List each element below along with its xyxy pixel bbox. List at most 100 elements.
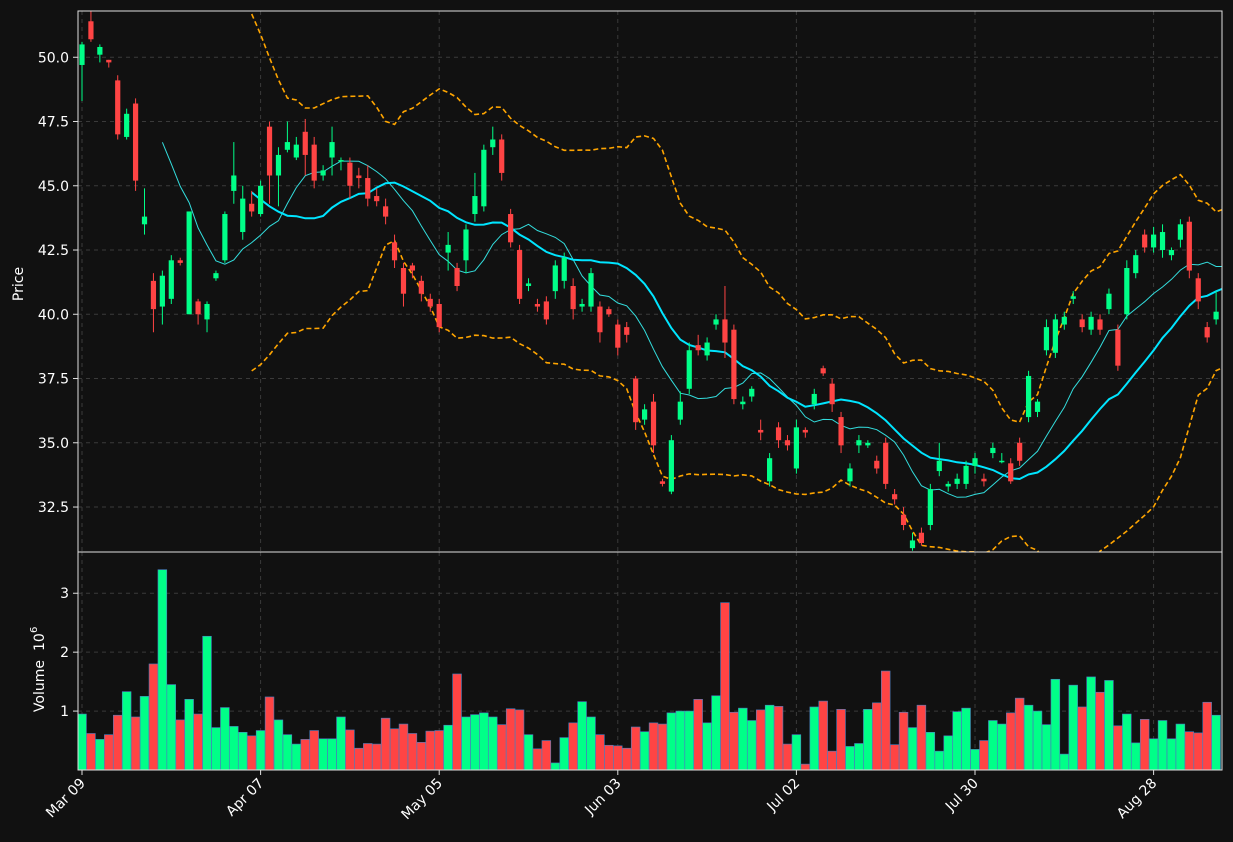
- candle-body: [847, 468, 853, 482]
- volume-bar: [630, 726, 641, 770]
- candle-body: [293, 144, 299, 158]
- volume-bar: [363, 743, 373, 770]
- volume-bar: [434, 730, 444, 770]
- bollinger-bands: [250, 13, 1222, 552]
- volume-bar: [354, 747, 364, 770]
- volume-bar: [532, 748, 543, 770]
- moving-average-slow: [251, 181, 1222, 481]
- volume-bar: [309, 730, 319, 770]
- moving-averages: [161, 142, 1222, 498]
- candle-body: [838, 417, 844, 446]
- candle-body: [811, 393, 817, 405]
- candle-body: [633, 378, 639, 423]
- price-panel: 32.5 35.0 37.5 40.0 42.5 45.0 47.5 50.0 Price: [11, 10, 1223, 553]
- candle-body: [115, 80, 121, 135]
- candle-body: [391, 242, 398, 261]
- candle-body: [820, 368, 826, 374]
- volume-bar: [943, 735, 953, 770]
- candle-body: [570, 285, 576, 310]
- volume-bar: [1113, 725, 1123, 770]
- candle-body: [892, 494, 898, 500]
- candle-body: [740, 401, 746, 405]
- volume-bar: [1122, 713, 1132, 770]
- candle-body: [659, 481, 666, 484]
- candle-body: [981, 478, 987, 482]
- price-y-tick-label: 37.5: [38, 372, 69, 388]
- candle-body: [641, 409, 648, 420]
- candle-body: [1133, 255, 1139, 274]
- volume-bar: [166, 684, 176, 770]
- candle-body: [150, 280, 157, 310]
- price-y-tick-label: 45.0: [38, 179, 69, 195]
- candle-body: [284, 142, 290, 150]
- volume-bar: [1077, 706, 1087, 770]
- volume-bar: [863, 709, 873, 770]
- price-y-tick-label: 35.0: [38, 436, 69, 452]
- volume-bar: [773, 706, 784, 770]
- volume-bar: [211, 727, 221, 770]
- candle-body: [1043, 327, 1050, 351]
- candle-body: [1186, 221, 1192, 271]
- volume-bar: [416, 742, 427, 770]
- volume-bar: [470, 714, 480, 770]
- candle-body: [552, 265, 558, 292]
- volume-bar: [121, 691, 132, 770]
- volume-bar: [577, 701, 587, 770]
- volume-bar: [782, 743, 793, 770]
- candle-body: [266, 126, 273, 176]
- candle-body: [329, 142, 335, 158]
- volume-bar: [970, 749, 980, 770]
- volume-bar: [988, 720, 998, 770]
- volume-bar: [1184, 731, 1195, 770]
- candle-body: [686, 350, 692, 389]
- candle-body: [561, 257, 567, 281]
- candle-body: [222, 214, 228, 261]
- volume-y-tick-label: 2: [60, 645, 69, 661]
- candle-body: [338, 160, 344, 162]
- candle-body: [749, 388, 755, 397]
- volume-bar: [139, 696, 150, 770]
- volume-bar: [425, 730, 435, 770]
- candle-body: [534, 303, 541, 307]
- volume-bar: [1014, 697, 1025, 770]
- volume-bar: [264, 696, 275, 770]
- candle-body: [177, 260, 183, 263]
- volume-bar: [184, 698, 194, 770]
- candle-body: [356, 175, 362, 179]
- volume-bar: [800, 763, 811, 770]
- volume-bar: [1059, 753, 1070, 770]
- candle-body: [159, 275, 165, 307]
- volume-bar: [345, 729, 355, 770]
- candle-body: [909, 540, 916, 549]
- volume-bar: [479, 712, 489, 770]
- volume-panel: 1 2 3 Volume 10 6: [29, 551, 1223, 771]
- candle-body: [88, 21, 94, 40]
- volume-bar: [113, 714, 123, 770]
- volume-bar: [872, 702, 882, 770]
- volume-bar: [657, 723, 668, 770]
- volume-bar: [104, 734, 114, 770]
- candle-body: [258, 185, 264, 215]
- volume-bar: [1157, 720, 1168, 770]
- moving-average-fast: [161, 142, 1222, 498]
- volume-bar: [979, 740, 989, 770]
- candle-body: [141, 216, 148, 225]
- volume-bar: [702, 722, 712, 770]
- candle-body: [918, 532, 925, 544]
- volume-bar: [666, 712, 677, 770]
- volume-bar: [845, 746, 855, 770]
- volume-bar: [613, 745, 623, 770]
- volume-bar: [86, 733, 96, 770]
- candle-body: [1106, 293, 1112, 310]
- candle-body: [615, 324, 621, 348]
- candle-body: [106, 59, 112, 63]
- candle-body: [1177, 224, 1183, 240]
- volume-scale-exponent: 6: [29, 627, 40, 633]
- volume-bar: [854, 743, 864, 770]
- price-y-tick-label: 40.0: [38, 307, 69, 323]
- volume-bar: [505, 708, 516, 770]
- candle-body: [963, 465, 969, 484]
- volume-bar: [639, 731, 650, 770]
- volume-y-tick-label: 1: [60, 704, 69, 720]
